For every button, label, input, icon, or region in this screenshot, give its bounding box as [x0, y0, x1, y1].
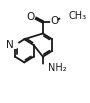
- Text: O: O: [27, 12, 35, 22]
- Circle shape: [60, 13, 67, 19]
- Text: CH₃: CH₃: [69, 11, 87, 21]
- Circle shape: [51, 19, 57, 25]
- Circle shape: [12, 42, 18, 48]
- Text: N: N: [6, 40, 14, 50]
- Circle shape: [40, 65, 46, 71]
- Text: NH₂: NH₂: [48, 63, 67, 73]
- Circle shape: [29, 13, 35, 19]
- Text: O: O: [50, 16, 58, 26]
